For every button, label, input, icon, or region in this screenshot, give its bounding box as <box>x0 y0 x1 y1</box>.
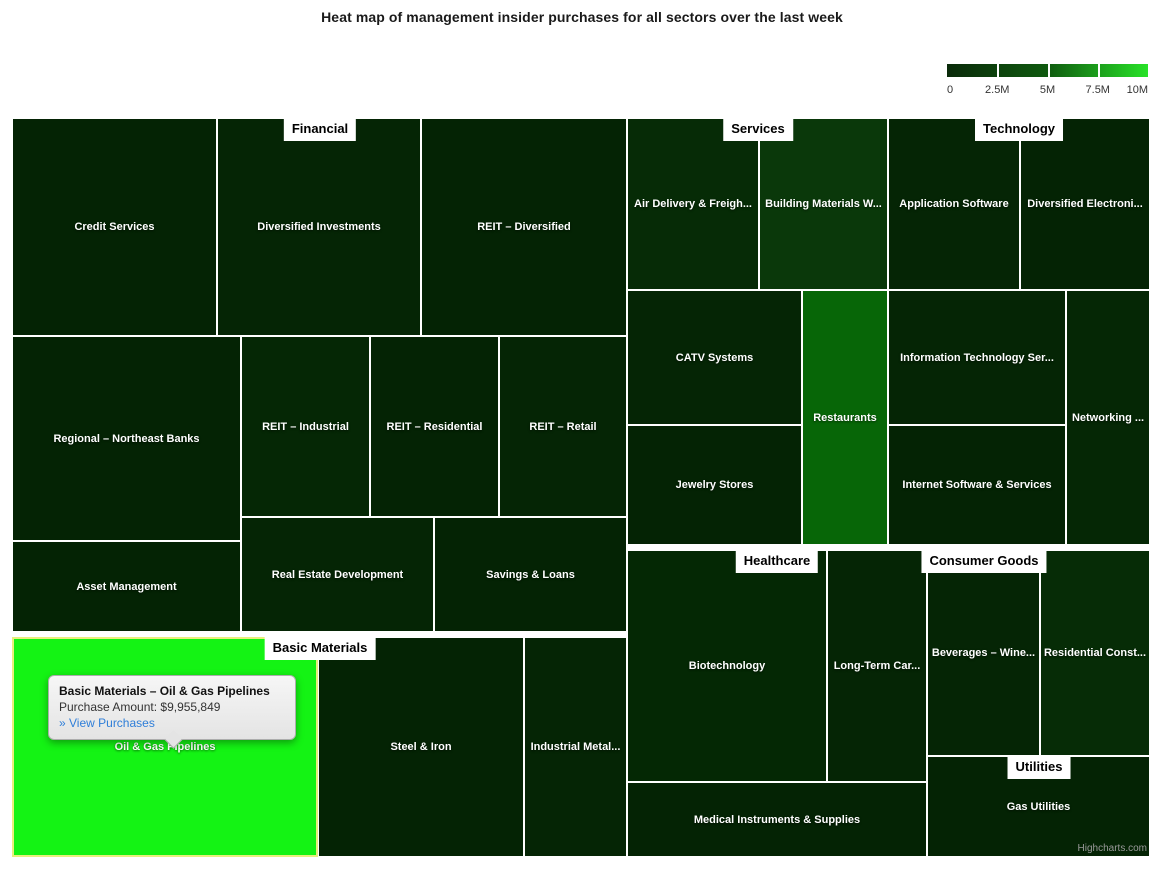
legend-label-0: 0 <box>947 84 954 96</box>
tile-label: Medical Instruments & Supplies <box>693 813 861 826</box>
legend-tick <box>1097 64 1100 77</box>
tile-oil-gas-pipelines[interactable]: Oil & Gas Pipelines <box>12 637 318 857</box>
tile-label: Beverages – Wine... <box>931 647 1036 659</box>
group-label-consumer-goods: Consumer Goods <box>922 550 1046 572</box>
tile-label: REIT – Residential <box>386 420 483 433</box>
tile-catv-systems[interactable]: CATV Systems <box>627 290 802 425</box>
view-purchases-link[interactable]: » View Purchases <box>59 716 155 730</box>
tile-diversified-investments[interactable]: Diversified Investments <box>217 118 421 336</box>
tile-label: Industrial Metal... <box>530 741 621 753</box>
tile-building-materials-w[interactable]: Building Materials W... <box>759 118 888 290</box>
tooltip: Basic Materials – Oil & Gas Pipelines Pu… <box>48 675 296 749</box>
legend-label-5m: 5M <box>1039 84 1056 96</box>
tile-reit-industrial[interactable]: REIT – Industrial <box>241 336 370 517</box>
legend-label-7-5m: 7.5M <box>1085 84 1110 96</box>
tile-application-software[interactable]: Application Software <box>888 118 1020 290</box>
tile-label: Real Estate Development <box>271 568 404 581</box>
tile-long-term-car[interactable]: Long-Term Car... <box>827 550 927 782</box>
tile-credit-services[interactable]: Credit Services <box>12 118 217 336</box>
tile-label: Building Materials W... <box>765 198 882 210</box>
tile-label: Long-Term Car... <box>833 660 921 672</box>
tile-label: Diversified Investments <box>257 221 381 233</box>
tile-label: Regional – Northeast Banks <box>53 432 200 445</box>
legend-label-10m: 10M <box>1126 84 1148 96</box>
tooltip-purchase-amount: Purchase Amount: $9,955,849 <box>59 700 221 714</box>
tile-label: Asset Management <box>76 580 177 593</box>
tile-label: Networking ... <box>1071 411 1145 424</box>
tile-label: Restaurants <box>813 411 877 424</box>
group-label-technology: Technology <box>976 118 1062 140</box>
tile-beverages-wine[interactable]: Beverages – Wine... <box>927 550 1040 756</box>
tile-internet-software-services[interactable]: Internet Software & Services <box>888 425 1066 545</box>
tile-label: Savings & Loans <box>486 568 575 581</box>
tile-label: Internet Software & Services <box>902 479 1052 491</box>
tile-restaurants[interactable]: Restaurants <box>802 290 888 545</box>
legend-axis-labels: 0 2.5M 5M 7.5M 10M <box>947 84 1148 98</box>
tile-air-delivery-freigh[interactable]: Air Delivery & Freigh... <box>627 118 759 290</box>
tile-label: Diversified Electroni... <box>1027 198 1143 210</box>
tile-reit-retail[interactable]: REIT – Retail <box>499 336 627 517</box>
tile-label: Application Software <box>899 198 1009 210</box>
tile-label: Gas Utilities <box>1006 800 1071 813</box>
tile-label: REIT – Industrial <box>262 420 349 433</box>
tile-networking[interactable]: Networking ... <box>1066 290 1150 545</box>
tile-savings-loans[interactable]: Savings & Loans <box>434 517 627 632</box>
tile-label: CATV Systems <box>675 351 754 364</box>
tile-label: Information Technology Ser... <box>900 351 1054 364</box>
color-axis-legend: 0 2.5M 5M 7.5M 10M <box>947 64 1148 100</box>
legend-tick <box>997 64 1000 77</box>
chart-title: Heat map of management insider purchases… <box>321 9 843 25</box>
tile-label: Steel & Iron <box>390 741 452 753</box>
tile-label: REIT – Diversified <box>477 221 571 233</box>
tile-medical-instruments-supplies[interactable]: Medical Instruments & Supplies <box>627 782 927 857</box>
tile-regional-northeast-banks[interactable]: Regional – Northeast Banks <box>12 336 241 541</box>
tile-label: Jewelry Stores <box>675 479 754 491</box>
tile-label: REIT – Retail <box>529 420 597 433</box>
tile-information-technology-ser[interactable]: Information Technology Ser... <box>888 290 1066 425</box>
group-label-basic-materials: Basic Materials <box>265 637 375 659</box>
group-label-services: Services <box>724 118 792 140</box>
legend-label-2-5m: 2.5M <box>985 84 1010 96</box>
tile-residential-const[interactable]: Residential Const... <box>1040 550 1150 756</box>
tile-label: Oil & Gas Pipelines <box>114 741 216 753</box>
tile-label: Air Delivery & Freigh... <box>634 198 752 210</box>
treemap-plot: Credit Services Diversified Investments RE… <box>12 118 1150 857</box>
tile-steel-iron[interactable]: Steel & Iron <box>318 637 524 857</box>
tile-label: Credit Services <box>74 221 155 233</box>
tile-label: Residential Const... <box>1043 647 1147 659</box>
group-label-financial: Financial <box>284 118 356 140</box>
tile-jewelry-stores[interactable]: Jewelry Stores <box>627 425 802 545</box>
tile-real-estate-development[interactable]: Real Estate Development <box>241 517 434 632</box>
legend-tick <box>1047 64 1050 77</box>
group-label-healthcare: Healthcare <box>736 550 818 572</box>
tile-reit-diversified[interactable]: REIT – Diversified <box>421 118 627 336</box>
color-gradient-bar <box>947 64 1148 77</box>
tile-biotechnology[interactable]: Biotechnology <box>627 550 827 782</box>
tile-asset-management[interactable]: Asset Management <box>12 541 241 632</box>
tooltip-title: Basic Materials – Oil & Gas Pipelines <box>59 684 270 698</box>
group-label-utilities: Utilities <box>1008 756 1070 778</box>
tile-diversified-electroni[interactable]: Diversified Electroni... <box>1020 118 1150 290</box>
highcharts-credit-link[interactable]: Highcharts.com <box>1077 843 1147 854</box>
tile-reit-residential[interactable]: REIT – Residential <box>370 336 499 517</box>
tile-industrial-metal[interactable]: Industrial Metal... <box>524 637 627 857</box>
tile-label: Biotechnology <box>688 660 766 672</box>
